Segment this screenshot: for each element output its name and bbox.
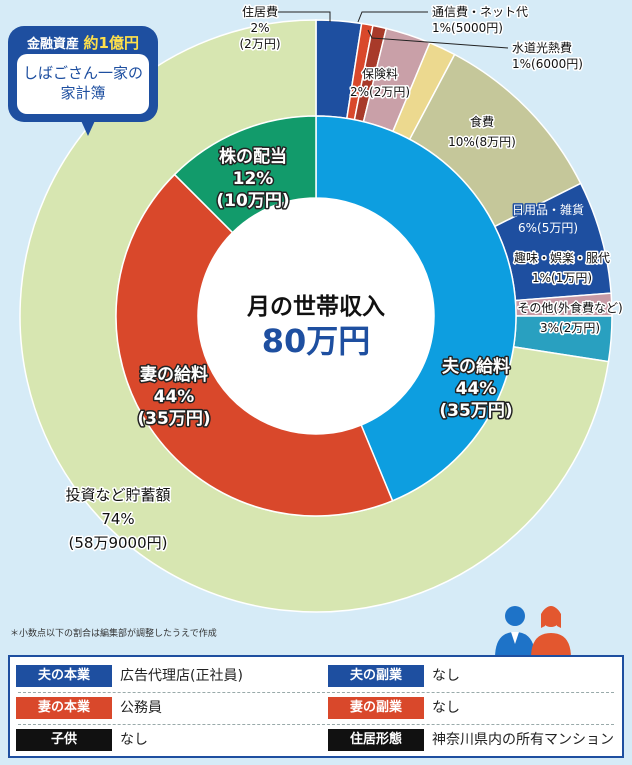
spending-label-percent: 2%(2万円) [350,85,410,99]
income-label-amount: (10万円) [216,191,289,211]
wife-job-label: 妻の本業 [16,697,112,719]
spending-label-percent: 1%(6000円) [512,57,583,71]
spending-label-percent: 1%(1万円) [532,271,592,285]
spending-label-name: その他(外食費など) [517,300,622,315]
spending-label-percent: 1%(5000円) [432,21,503,35]
bubble-line-2: 家計簿 [60,84,106,102]
center-hole [198,198,434,434]
spending-label-name: 食費 [470,114,494,129]
kids-label: 子供 [16,729,112,751]
kids-value: なし [120,732,148,748]
income-label-percent: 44% [456,379,497,399]
leader-line [278,11,331,22]
housing-label: 住居形態 [328,729,424,751]
assets-value: 約1億円 [83,34,139,52]
bubble-line-1: しばごさん一家の [22,64,143,82]
spending-label-percent: 74% [101,510,134,528]
income-label-name: 夫の給料 [442,356,510,377]
wife-job-row: 妻の本業 公務員 [16,697,162,719]
row-divider [18,692,614,693]
spending-label-name: 保険料 [362,67,398,81]
chart-labels: 夫の給料44%(35万円)妻の給料44%(35万円)株の配当12%(10万円)住… [64,3,624,554]
wife-side-value: なし [432,700,460,716]
spending-label-percent: 3%(2万円) [540,321,600,335]
wife-side-row: 妻の副業 なし [328,697,460,719]
kids-row: 子供 なし [16,729,148,751]
bubble-body: しばごさん一家の 家計簿 [17,54,149,114]
income-label-percent: 12% [233,169,274,189]
footnote: ＊小数点以下の割合は編集部が調整したうえで作成 [10,629,217,639]
income-label-amount: (35万円) [137,409,210,429]
spending-label-name: 住居費 [242,4,278,19]
donut-chart: 月の世帯収入 80万円 夫の給料44%(35万円)妻の給料44%(35万円)株の… [19,3,624,613]
title-bubble: 金融資産 約1億円 しばごさん一家の 家計簿 [8,26,158,136]
family-info-table: 夫の本業 広告代理店(正社員) 夫の副業 なし 妻の本業 公務員 妻の副業 なし 子供な… [8,655,624,758]
husband-side-label: 夫の副業 [328,665,424,687]
leader-line [357,11,428,23]
husband-side-row: 夫の副業 なし [328,665,460,687]
bubble-header: 金融資産 約1億円 [8,32,158,53]
couple-icon [495,606,571,658]
spending-label-name: 趣味・娯楽・服代 [514,250,610,265]
leader-line [367,29,509,49]
housing-row: 住居形態 神奈川県内の所有マンション [328,729,614,751]
spending-label-percent: 10%(8万円) [448,135,516,149]
spending-label-amount: (58万9000円) [69,534,168,552]
husband-job-value: 広告代理店(正社員) [120,668,243,684]
spending-label-name: 水道光熱費 [512,40,572,55]
bubble-tail [78,114,98,136]
spending-label-percent: 6%(5万円) [518,221,578,235]
center-title: 月の世帯収入 [246,293,385,320]
income-label-name: 妻の給料 [140,364,208,385]
center-value: 80万円 [262,322,371,360]
husband-job-row: 夫の本業 広告代理店(正社員) [16,665,243,687]
income-label-percent: 44% [154,387,195,407]
spending-label-name: 日用品・雑貨 [512,202,584,217]
wife-side-label: 妻の副業 [328,697,424,719]
row-divider [18,724,614,725]
assets-label: 金融資産 [27,37,80,52]
spending-label-name: 通信費・ネット代 [432,4,528,19]
income-label-name: 株の配当 [219,146,287,167]
husband-job-label: 夫の本業 [16,665,112,687]
income-label-amount: (35万円) [439,401,512,421]
spending-label-amount: (2万円) [240,37,281,51]
housing-value: 神奈川県内の所有マンション [432,732,614,748]
husband-side-value: なし [432,668,460,684]
spending-label-name: 投資など貯蓄額 [65,486,170,504]
spending-label-percent: 2% [250,21,269,35]
wife-job-value: 公務員 [120,700,162,716]
